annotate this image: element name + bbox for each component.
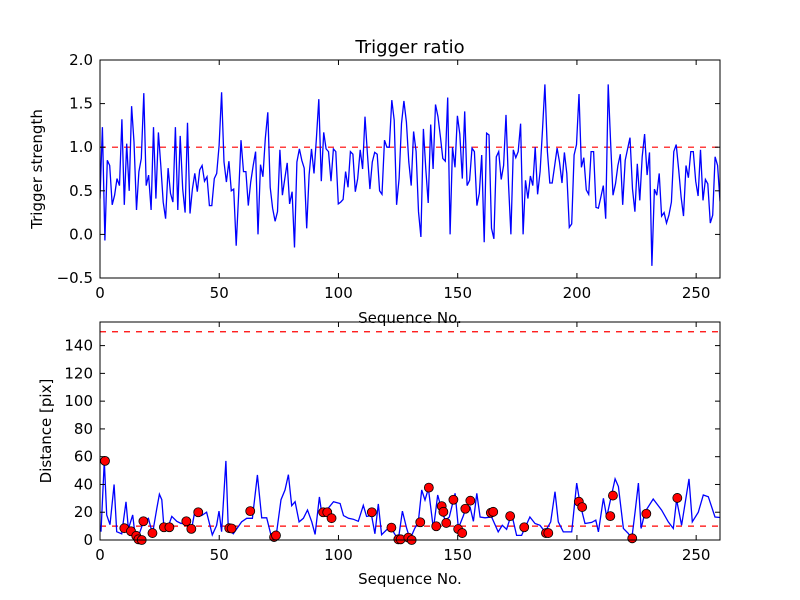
top-plot: 0 50 100 150 200 250 −0.5 0.0 0.5 1.0 1.5 2.0 — [57, 51, 721, 302]
x-tick-label: 150 — [443, 284, 472, 302]
data-point — [438, 506, 449, 517]
data-point — [164, 522, 175, 533]
y-tick-label: 0 — [83, 531, 93, 549]
axes-frame — [99, 321, 721, 541]
series-line — [100, 84, 720, 266]
data-point — [505, 511, 516, 522]
data-point — [226, 523, 237, 534]
data-point — [423, 482, 434, 493]
data-point — [245, 506, 256, 517]
data-point — [193, 507, 204, 518]
x-tick-label: 100 — [324, 546, 353, 564]
data-point — [326, 513, 337, 524]
y-tick-label: 120 — [64, 364, 93, 382]
data-point — [441, 518, 452, 528]
y-tick-label: 0.5 — [69, 182, 93, 200]
y-tick-label: 100 — [64, 392, 93, 410]
x-tick-label: 200 — [563, 284, 592, 302]
top-x-axis-label: Sequence No. — [358, 309, 462, 327]
y-tick-label: 140 — [64, 337, 93, 355]
data-point — [186, 523, 197, 534]
x-tick-label: 100 — [324, 284, 353, 302]
top-y-axis-label: Trigger strength — [28, 109, 46, 230]
x-tick-label: 150 — [443, 546, 472, 564]
data-point — [100, 455, 110, 466]
y-tick-label: −0.5 — [57, 269, 93, 287]
data-point — [271, 530, 281, 541]
data-point — [519, 522, 530, 533]
y-tick-label: 1.5 — [69, 95, 93, 113]
data-point — [488, 506, 499, 517]
data-point — [605, 511, 616, 522]
data-point — [608, 490, 618, 501]
axes-frame — [99, 59, 721, 279]
data-point — [460, 503, 471, 514]
y-tick-label: 0.0 — [69, 225, 93, 243]
data-point — [147, 528, 158, 538]
data-point — [641, 508, 652, 519]
data-point — [448, 494, 459, 505]
y-tick-label: 80 — [74, 420, 93, 438]
data-point — [386, 522, 397, 533]
x-tick-label: 250 — [682, 546, 711, 564]
x-tick-label: 0 — [95, 546, 105, 564]
bottom-y-axis-label: Distance [pix] — [37, 379, 55, 484]
data-point — [627, 533, 638, 544]
data-point — [465, 495, 476, 506]
y-tick-label: 40 — [74, 475, 93, 493]
data-point — [672, 493, 683, 503]
y-tick-label: 1.0 — [69, 138, 93, 156]
y-tick-label: 2.0 — [69, 51, 93, 69]
bottom-x-axis-label: Sequence No. — [358, 570, 462, 588]
data-point — [181, 516, 192, 527]
data-point — [138, 516, 149, 527]
x-tick-label: 200 — [563, 546, 592, 564]
x-tick-label: 250 — [682, 284, 711, 302]
data-point — [457, 528, 468, 538]
y-tick-label: 60 — [74, 448, 93, 466]
x-tick-label: 50 — [210, 546, 229, 564]
x-tick-label: 0 — [95, 284, 105, 302]
top-chart-title: Trigger ratio — [354, 37, 464, 58]
bottom-plot: 0 50 100 150 200 250 0 20 40 60 80 100 120 140 — [64, 321, 721, 564]
data-point — [543, 528, 554, 538]
data-point — [415, 517, 426, 528]
y-tick-label: 20 — [74, 503, 93, 521]
data-point — [431, 521, 442, 532]
data-point — [366, 507, 377, 518]
x-tick-label: 50 — [210, 284, 229, 302]
data-point — [577, 502, 588, 512]
